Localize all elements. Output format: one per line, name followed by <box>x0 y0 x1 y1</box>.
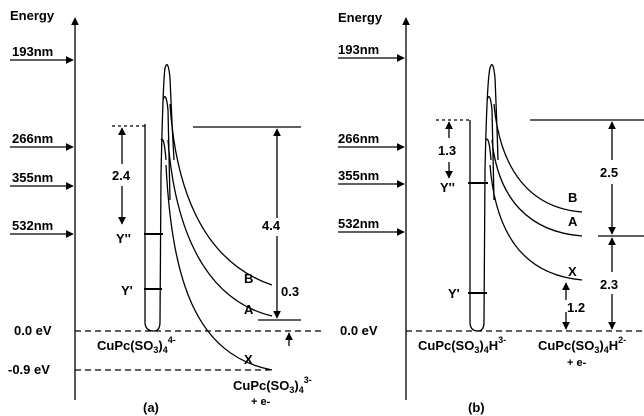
product-label-a: CuPc(SO3)43- + e- <box>233 375 312 408</box>
svg-text:CuPc(SO3)43-: CuPc(SO3)43- <box>233 375 312 395</box>
panel-a: Energy 193nm 266nm 355nm 532nm 0.0 eV -0… <box>8 8 322 415</box>
species-label-a: CuPc(SO3)44- <box>97 335 176 355</box>
level-upper-label-a: Y'' <box>116 231 131 246</box>
energy-zero-label-b: 0.0 eV <box>340 323 378 338</box>
curve-b-a <box>169 103 273 286</box>
product-electron-a: + e- <box>251 396 271 408</box>
svg-text:CuPc(SO3)4H3-: CuPc(SO3)4H3- <box>418 335 506 355</box>
panel-b: Energy 193nm 266nm 355nm 532nm 0.0 eV B … <box>338 10 644 415</box>
photon-label-355-a: 355nm <box>12 170 53 185</box>
level-lower-label-b: Y' <box>448 286 460 301</box>
curve-label-b-a: B <box>244 271 253 286</box>
level-lower-label-a: Y' <box>121 283 133 298</box>
curve-b-b <box>493 103 583 213</box>
photon-label-266-a: 266nm <box>12 131 53 146</box>
photon-label-532-b: 532nm <box>338 216 379 231</box>
potential-well-b <box>468 64 499 332</box>
level-upper-label-b: Y'' <box>440 180 455 195</box>
value-small-b: 1.2 <box>567 300 585 315</box>
energy-axis-label-b: Energy <box>338 10 383 25</box>
photon-arrows-b: 193nm 266nm 355nm 532nm <box>338 42 405 236</box>
photon-label-355-b: 355nm <box>338 168 379 183</box>
svg-text:CuPc(SO3)44-: CuPc(SO3)44- <box>97 335 176 355</box>
curve-label-x-a: X <box>244 352 253 367</box>
product-label-b: CuPc(SO3)4H2- + e- <box>538 335 626 369</box>
photon-label-193-b: 193nm <box>338 42 379 57</box>
energy-neg-label-a: -0.9 eV <box>8 362 50 377</box>
value-right-bottom-b: 2.3 <box>600 277 618 292</box>
product-electron-b: + e- <box>567 357 587 369</box>
curve-label-a-b: A <box>568 214 578 229</box>
value-small-a: 0.3 <box>281 284 299 299</box>
curve-x-a <box>165 164 273 371</box>
value-right-top-b: 2.5 <box>600 165 618 180</box>
potential-well-a <box>144 64 175 332</box>
energy-axis-label-a: Energy <box>10 8 55 23</box>
curve-label-a-a: A <box>244 302 254 317</box>
value-left-a: 2.4 <box>112 168 131 183</box>
species-label-b: CuPc(SO3)4H3- <box>418 335 506 355</box>
curve-x-b <box>489 164 583 281</box>
photon-label-532-a: 532nm <box>12 218 53 233</box>
curve-label-x-b: X <box>568 264 577 279</box>
energy-zero-label-a: 0.0 eV <box>14 323 52 338</box>
value-left-b: 1.3 <box>438 143 456 158</box>
curve-label-b-b: B <box>568 190 577 205</box>
value-right-a: 4.4 <box>262 218 281 233</box>
svg-text:CuPc(SO3)4H2-: CuPc(SO3)4H2- <box>538 335 626 355</box>
curve-a-b <box>491 139 583 237</box>
panel-label-a: (a) <box>143 400 159 415</box>
curve-a-a <box>167 139 273 317</box>
photon-arrows-a: 193nm 266nm 355nm 532nm <box>10 44 74 238</box>
photon-label-193-a: 193nm <box>12 44 53 59</box>
panel-label-b: (b) <box>468 400 485 415</box>
photon-label-266-b: 266nm <box>338 131 379 146</box>
